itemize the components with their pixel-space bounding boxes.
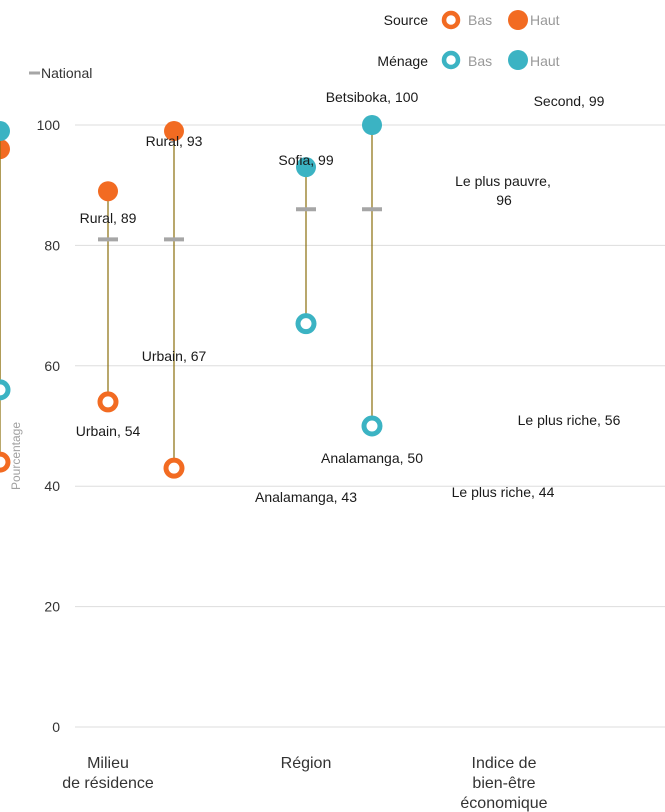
y-tick-label-0: 0 (52, 719, 60, 735)
legend-source-haut-label: Haut (530, 12, 560, 28)
category-label-2-1: bien-être (472, 775, 535, 792)
haut-point-1-1 (362, 115, 382, 135)
haut-point-1-0 (296, 157, 316, 178)
haut-label-0-2-value: 96 (496, 192, 512, 208)
bas-label-0-1: Analamanga, 43 (255, 489, 357, 505)
y-axis-label: Pourcentage (9, 422, 23, 490)
haut-label-0-2: Le plus pauvre, (455, 173, 551, 189)
bas-point-0-1 (163, 457, 185, 479)
category-label-2-0: Indice de (472, 755, 537, 772)
legend-source-title: Source (384, 12, 429, 28)
legend-menage-bas-label: Bas (468, 53, 492, 69)
bas-label-1-0: Urbain, 67 (142, 348, 207, 364)
y-axis: 0 20 40 60 80 100 Pourcentage Milieu de résidenc… (9, 117, 548, 812)
haut-point-0-1 (164, 121, 184, 142)
bas-point-1-0 (295, 313, 317, 335)
haut-label-1-1: Betsiboka, 100 (326, 89, 419, 105)
category-label-0-0: Milieu (87, 755, 129, 772)
y-tick-label-20: 20 (44, 599, 60, 615)
haut-point-0-0 (98, 181, 118, 202)
y-tick-label-60: 60 (44, 358, 60, 374)
haut-label-0-0: Rural, 89 (80, 210, 137, 226)
bas-point-1-1 (361, 415, 383, 437)
category-label-1-0: Région (281, 755, 332, 772)
category-label-0-1: de résidence (62, 775, 154, 792)
legend-source-bas-marker (441, 10, 461, 30)
legend-source-haut-marker (508, 10, 528, 30)
legend-menage-haut-label: Haut (530, 53, 560, 69)
bas-point-1-2 (0, 379, 11, 401)
bas-label-0-2: Le plus riche, 44 (452, 484, 555, 500)
bas-point-0-2 (0, 451, 11, 473)
legend-menage-title: Ménage (377, 53, 428, 69)
haut-label-1-0: Rural, 93 (146, 133, 203, 149)
legend-menage-haut-marker (508, 50, 528, 70)
data-labels: Rural, 89 Urbain, 54 Sofia, 99 Analamanga, … (76, 89, 621, 505)
category-label-2-2: économique (460, 795, 547, 812)
data-marks (0, 115, 383, 479)
bas-label-0-0: Urbain, 54 (76, 423, 141, 439)
haut-point-0-2 (0, 139, 10, 160)
haut-label-0-1: Sofia, 99 (278, 152, 333, 168)
haut-label-1-2: Second, 99 (534, 93, 605, 109)
legend-source-bas-label: Bas (468, 12, 492, 28)
legend-menage-bas-marker (441, 50, 461, 70)
y-tick-label-80: 80 (44, 237, 60, 253)
legend-national-label: National (41, 65, 92, 81)
y-tick-label-100: 100 (37, 117, 61, 133)
haut-point-1-2 (0, 121, 10, 142)
legend: Source Bas Haut Ménage Bas Haut National (29, 10, 560, 81)
bas-label-1-2: Le plus riche, 56 (518, 412, 621, 428)
bas-label-1-1: Analamanga, 50 (321, 450, 423, 466)
y-tick-label-40: 40 (44, 478, 60, 494)
bas-point-0-0 (97, 391, 119, 413)
